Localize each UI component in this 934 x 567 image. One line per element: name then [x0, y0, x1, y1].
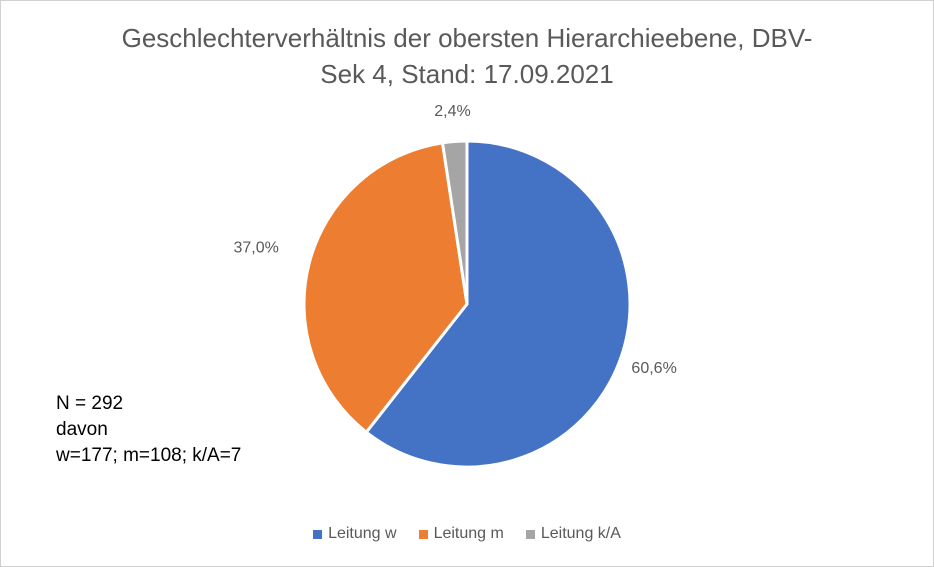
legend-label-leitung-ka: Leitung k/A	[540, 525, 621, 542]
legend-swatch-leitung-ka	[525, 529, 535, 539]
legend-swatch-leitung-m	[418, 529, 428, 539]
legend-label-leitung-m: Leitung m	[433, 525, 504, 542]
data-label-leitung-m: 37,0%	[234, 240, 279, 257]
chart-title: Geschlechterverhältnis der obersten Hier…	[0, 20, 934, 92]
chart-title-line-2: Sek 4, Stand: 17.09.2021	[320, 59, 614, 89]
note-line-1: N = 292	[56, 393, 124, 414]
note-line-2: davon	[56, 419, 108, 440]
chart-title-line-1: Geschlechterverhältnis der obersten Hier…	[121, 23, 813, 53]
legend: Leitung w Leitung m Leitung k/A	[0, 525, 934, 543]
sample-size-note: N = 292 davon w=177; m=108; k/A=7	[56, 391, 241, 469]
pie-slice-leitung-m	[302, 141, 469, 435]
legend-item-leitung-m: Leitung m	[418, 525, 504, 543]
note-line-3: w=177; m=108; k/A=7	[56, 445, 242, 466]
legend-label-leitung-w: Leitung w	[328, 525, 397, 542]
pie-slice-leitung-ka	[440, 139, 469, 305]
legend-item-leitung-ka: Leitung k/A	[525, 525, 621, 543]
legend-swatch-leitung-w	[313, 529, 323, 539]
data-label-leitung-ka: 2,4%	[434, 103, 470, 120]
legend-item-leitung-w: Leitung w	[313, 525, 397, 543]
data-label-leitung-w: 60,6%	[631, 360, 676, 377]
pie-slice-leitung-w	[364, 139, 632, 469]
